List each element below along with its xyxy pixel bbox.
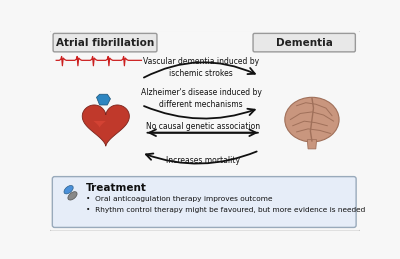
Ellipse shape [285,97,339,142]
Ellipse shape [64,185,73,194]
Text: •  Oral anticoagulation therapy improves outcome: • Oral anticoagulation therapy improves … [86,196,272,202]
Ellipse shape [68,192,77,200]
Text: Atrial fibrillation: Atrial fibrillation [56,38,154,48]
Text: Treatment: Treatment [86,183,146,193]
Text: •  Rhythm control therapy might be favoured, but more evidence is needed: • Rhythm control therapy might be favour… [86,207,365,213]
Text: Dementia: Dementia [276,38,333,48]
Polygon shape [82,105,129,146]
FancyBboxPatch shape [49,30,361,231]
Polygon shape [93,121,106,128]
Text: Vascular dementia induced by
ischemic strokes: Vascular dementia induced by ischemic st… [143,57,259,78]
Text: Increases mortality: Increases mortality [166,156,240,165]
Polygon shape [96,94,110,105]
Polygon shape [307,140,317,149]
FancyBboxPatch shape [52,177,356,227]
Text: No causal genetic association: No causal genetic association [146,122,260,131]
FancyBboxPatch shape [253,33,355,52]
Text: Alzheimer's disease induced by
different mechanisms: Alzheimer's disease induced by different… [141,88,262,109]
FancyBboxPatch shape [53,33,157,52]
